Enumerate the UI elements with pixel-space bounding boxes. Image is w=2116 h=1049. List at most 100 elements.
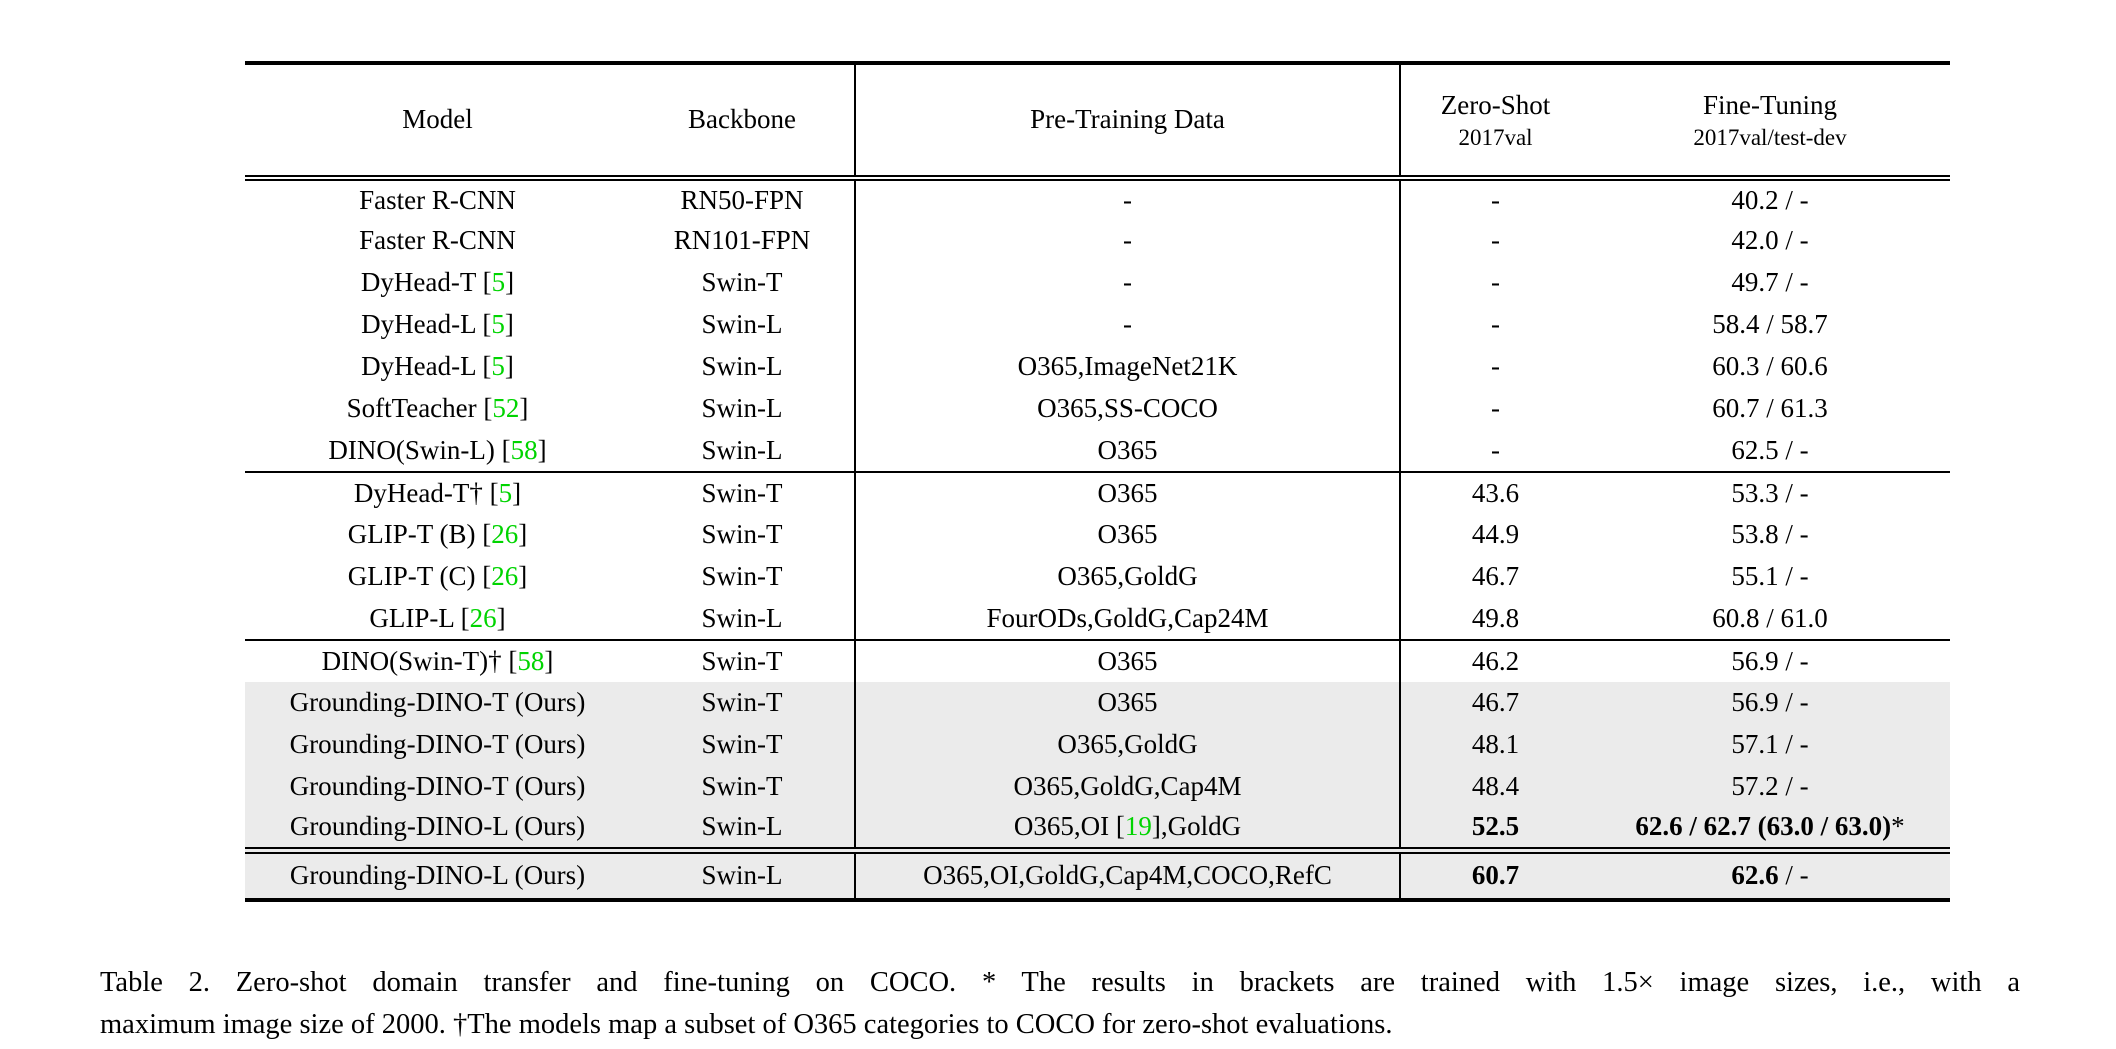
cell-fine-tuning: 57.2 / -: [1590, 766, 1950, 808]
table-row: Grounding-DINO-T (Ours) Swin-T O365 46.7 56.…: [245, 682, 1950, 724]
table-row: GLIP-T (C) [26] Swin-T O365,GoldG 46.7 55.1 …: [245, 556, 1950, 598]
cell-pretraining-data: -: [855, 178, 1401, 220]
text-segment: 62.5 / -: [1731, 434, 1809, 465]
text-segment: GLIP-T (B) [: [347, 519, 492, 550]
citation-number: 52: [492, 393, 520, 424]
cell-model: SoftTeacher [52]: [245, 388, 630, 430]
text-segment: DINO(Swin-T)† [: [321, 645, 518, 676]
cell-backbone: Swin-T: [630, 556, 856, 598]
text-segment: O365,GoldG,Cap4M: [1013, 771, 1242, 802]
text-segment: ]: [537, 434, 547, 465]
cell-zero-shot: -: [1400, 304, 1590, 346]
cell-backbone: RN50-FPN: [630, 178, 856, 220]
text-segment: 56.9 / -: [1731, 645, 1809, 676]
results-table: Model Backbone Pre-Training Data Zero-Sh…: [245, 61, 1950, 902]
cell-model: Grounding-DINO-T (Ours): [245, 682, 630, 724]
table-header: Model Backbone Pre-Training Data Zero-Sh…: [245, 63, 1950, 181]
citation-number: 5: [491, 267, 506, 298]
text-segment: ]: [504, 309, 514, 340]
cell-model: DyHead-L [5]: [245, 304, 630, 346]
cell-backbone: Swin-T: [630, 471, 856, 514]
text-segment: Swin-T: [701, 771, 783, 802]
text-segment: O365: [1097, 687, 1158, 718]
citation-number: 26: [491, 519, 519, 550]
fine-tuning-subline: 2017val/test-dev: [1693, 125, 1847, 150]
cell-backbone: Swin-T: [630, 262, 856, 304]
cell-zero-shot: 60.7: [1400, 846, 1590, 900]
text-segment: 60.8 / 61.0: [1712, 602, 1828, 633]
cell-model: GLIP-T (C) [26]: [245, 556, 630, 598]
cell-model: DyHead-L [5]: [245, 346, 630, 388]
cell-zero-shot: -: [1400, 346, 1590, 388]
cell-fine-tuning: 42.0 / -: [1590, 220, 1950, 262]
table-group: Faster R-CNN RN50-FPN - -40.2 / - Faster R-C…: [245, 178, 1950, 472]
cell-zero-shot: -: [1400, 220, 1590, 262]
table-row: DINO(Swin-T)† [58] Swin-T O365 46.2 56.9 / -: [245, 639, 1950, 682]
table-group: DyHead-T† [5] Swin-T O365 43.6 53.3 / - GLIP-…: [245, 471, 1950, 640]
cell-fine-tuning: 40.2 / -: [1590, 178, 1950, 220]
text-segment: 55.1 / -: [1731, 561, 1809, 592]
text-segment: 62.6 / 62.7 (63.0 / 63.0): [1635, 811, 1892, 842]
cell-model: Grounding-DINO-T (Ours): [245, 766, 630, 808]
text-segment: Grounding-DINO-T (Ours): [289, 687, 586, 718]
cell-model: DINO(Swin-T)† [58]: [245, 639, 630, 682]
table-row: DyHead-L [5] Swin-L - - 58.4 / 58.7: [245, 304, 1950, 346]
text-segment: ]: [544, 645, 554, 676]
citation-number: 26: [469, 602, 497, 633]
cell-pretraining-data: O365,GoldG: [855, 556, 1401, 598]
text-segment: -: [1123, 184, 1132, 215]
citation-number: 5: [491, 351, 505, 382]
text-segment: Swin-L: [701, 309, 783, 340]
cell-model: Grounding-DINO-T (Ours): [245, 724, 630, 766]
table-row: Grounding-DINO-T (Ours) Swin-T O365,GoldG 4…: [245, 724, 1950, 766]
text-segment: DyHead-L [: [361, 309, 492, 340]
text-segment: Faster R-CNN: [359, 184, 516, 215]
cell-fine-tuning: 53.3 / -: [1590, 471, 1950, 514]
table-row: Grounding-DINO-L (Ours) Swin-L O365,OI,Gol…: [245, 846, 1950, 900]
text-segment: ]: [496, 602, 506, 633]
text-segment: ]: [504, 351, 514, 382]
text-segment: Swin-L: [701, 393, 783, 424]
cell-fine-tuning: 62.6 / -: [1590, 846, 1950, 900]
fine-tuning-label: Fine-Tuning: [1702, 90, 1838, 120]
cell-model: DyHead-T [5]: [245, 262, 630, 304]
text-segment: RN50-FPN: [680, 184, 804, 215]
text-segment: -: [1491, 393, 1500, 424]
text-segment: O365: [1097, 645, 1158, 676]
cell-pretraining-data: O365: [855, 514, 1401, 556]
text-segment: 60.7: [1471, 859, 1520, 890]
table-group: Grounding-DINO-L (Ours) Swin-L O365,OI,Gol…: [245, 846, 1950, 900]
cell-fine-tuning: 60.3 / 60.6: [1590, 346, 1950, 388]
citation-number: 58: [517, 645, 545, 676]
cell-zero-shot: 52.5: [1400, 808, 1590, 850]
text-segment: 57.2 / -: [1731, 771, 1809, 802]
text-segment: Swin-T: [701, 477, 783, 508]
cell-backbone: RN101-FPN: [630, 220, 856, 262]
text-segment: 53.8 / -: [1731, 519, 1809, 550]
caption-line-1: Table 2. Zero-shot domain transfer and f…: [100, 967, 2020, 998]
cell-pretraining-data: -: [855, 262, 1401, 304]
col-header-model: Model: [245, 63, 630, 181]
table-row: DyHead-L [5] Swin-L O365,ImageNet21K - 60.3 …: [245, 346, 1950, 388]
text-segment: 42.0 / -: [1731, 225, 1809, 256]
table-row: DyHead-T [5] Swin-T - - 49.7 / -: [245, 262, 1950, 304]
text-segment: DyHead-T [: [360, 267, 492, 298]
text-segment: -: [1491, 434, 1500, 465]
text-segment: O365: [1097, 477, 1158, 508]
text-segment: 48.4: [1471, 771, 1520, 802]
cell-model: Faster R-CNN: [245, 220, 630, 262]
cell-model: Faster R-CNN: [245, 178, 630, 220]
cell-pretraining-data: O365: [855, 430, 1401, 472]
text-segment: Swin-T: [701, 645, 783, 676]
cell-backbone: Swin-L: [630, 388, 856, 430]
cell-pretraining-data: FourODs,GoldG,Cap24M: [855, 598, 1401, 640]
citation-number: 58: [510, 434, 538, 465]
cell-backbone: Swin-L: [630, 430, 856, 472]
text-segment: DINO(Swin-L) [: [328, 434, 511, 465]
cell-pretraining-data: O365: [855, 682, 1401, 724]
text-segment: Swin-L: [701, 602, 783, 633]
cell-zero-shot: 48.4: [1400, 766, 1590, 808]
text-segment: FourODs,GoldG,Cap24M: [986, 602, 1269, 633]
table-row: DyHead-T† [5] Swin-T O365 43.6 53.3 / -: [245, 471, 1950, 514]
text-segment: ]: [519, 393, 529, 424]
